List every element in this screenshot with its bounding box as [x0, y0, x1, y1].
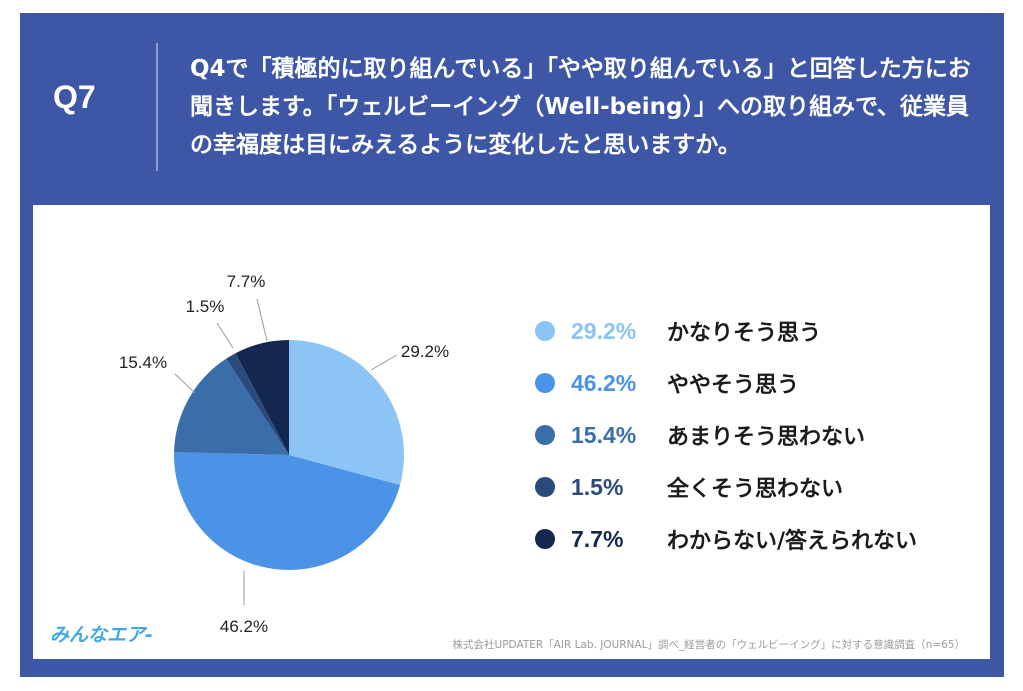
legend-swatch — [535, 425, 555, 445]
legend-label: 全くそう思わない — [667, 477, 844, 502]
legend-item: 1.5% 全くそう思わない — [535, 461, 975, 513]
question-number: Q7 — [53, 79, 96, 115]
legend-swatch — [535, 477, 555, 497]
header-divider — [156, 43, 158, 171]
slice-leader-line — [256, 298, 268, 342]
slice-leader-line — [216, 322, 234, 349]
legend-label: あまりそう思わない — [667, 425, 866, 450]
legend-value: 1.5% — [571, 473, 624, 500]
legend-label: わからない/答えられない — [667, 529, 918, 554]
slice-leader-line — [370, 354, 398, 371]
source-note: 株式会社UPDATER「AIR Lab. JOURNAL」調べ_経営者の「ウェル… — [452, 639, 965, 651]
legend-swatch — [535, 373, 555, 393]
slice-leader-line — [174, 373, 196, 394]
chart-legend: 29.2% かなりそう思う 46.2% ややそう思う 15.4% あまりそう思わない 1.5… — [535, 305, 975, 565]
legend-item: 7.7% わからない/答えられない — [535, 513, 975, 565]
pie-slice — [174, 358, 289, 455]
pie-slice — [235, 340, 289, 455]
chart-panel: 29.2% 46.2% 15.4% 1.5% 7.7% — [33, 205, 990, 659]
legend-value: 15.4% — [571, 421, 637, 448]
pie-chart: 29.2% 46.2% 15.4% 1.5%7.7% — [119, 272, 449, 636]
pie-slice — [289, 340, 405, 485]
question-text: Q4で「積極的に取り組んでいる」「やや取り組んでいる」と回答した方にお聞きします… — [190, 56, 971, 158]
slice-value-label: 1.5% — [186, 297, 225, 316]
legend-label: ややそう思う — [667, 373, 800, 398]
legend-item: 46.2% ややそう思う — [535, 357, 975, 409]
legend-value: 29.2% — [571, 317, 637, 344]
slice-value-label: 29.2% — [401, 342, 449, 361]
slice-value-label: 46.2% — [220, 617, 268, 636]
legend-swatch — [535, 321, 555, 341]
pie-slice — [226, 353, 289, 455]
legend-item: 29.2% かなりそう思う — [535, 305, 975, 357]
legend-value: 7.7% — [571, 525, 624, 552]
slice-value-label: 7.7% — [227, 272, 266, 291]
pie-slice — [174, 452, 401, 570]
legend-item: 15.4% あまりそう思わない — [535, 409, 975, 461]
legend-swatch — [535, 529, 555, 549]
legend-label: かなりそう思う — [667, 321, 822, 346]
brand-logo: みんなエア- — [50, 624, 153, 646]
legend-value: 46.2% — [571, 369, 637, 396]
slice-value-label: 15.4% — [119, 353, 167, 372]
